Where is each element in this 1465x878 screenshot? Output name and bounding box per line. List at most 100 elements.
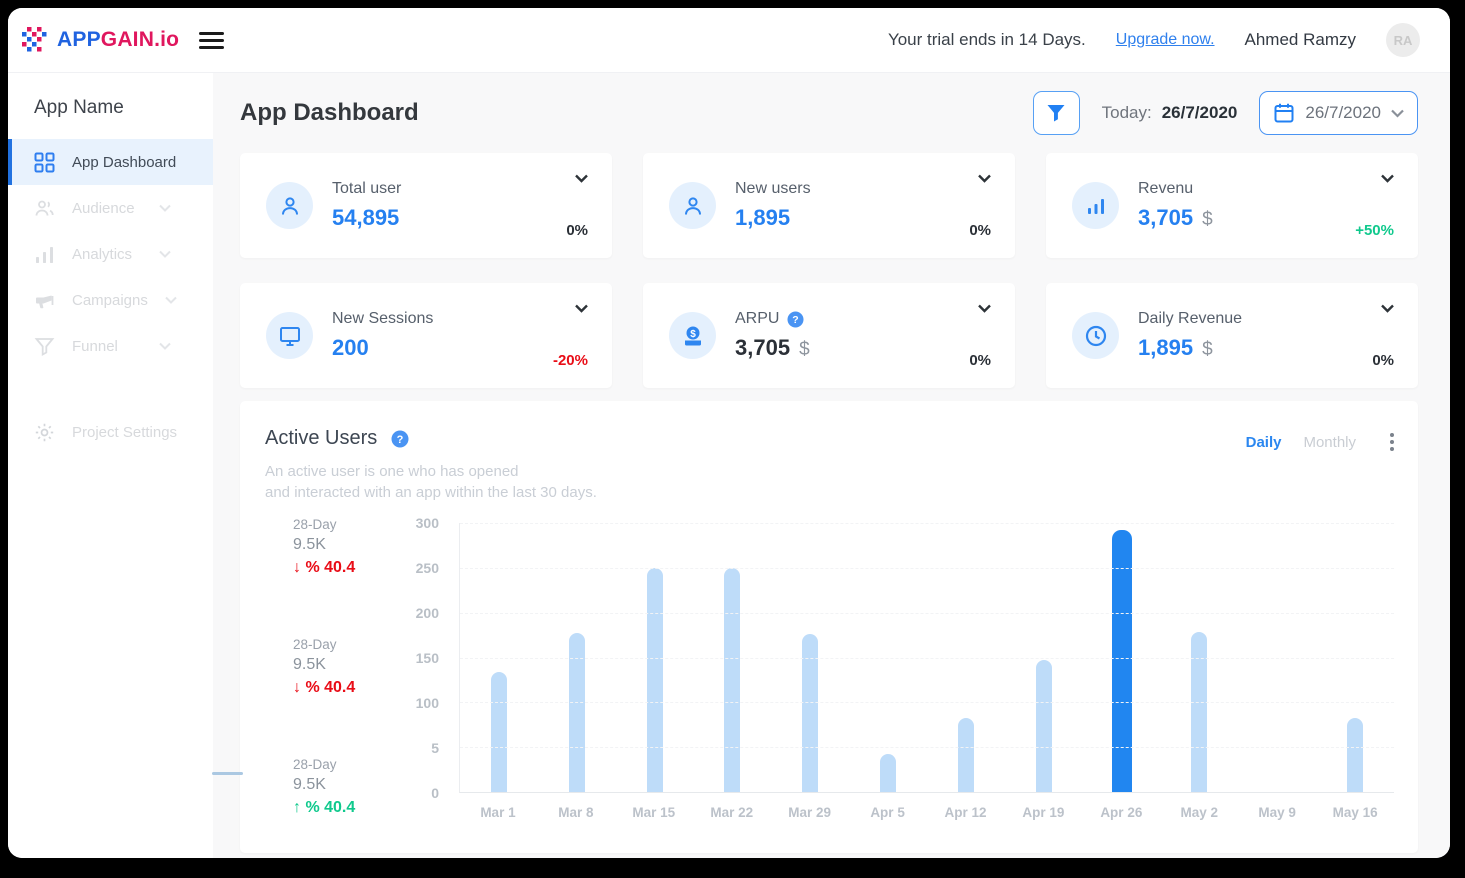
active-users-panel: Active Users ? An active user is one who… xyxy=(240,401,1418,853)
stat-card-arpu: $ ARPU ? 3,705 $ xyxy=(643,283,1015,388)
main-content: App Dashboard Today: 26/7/2020 xyxy=(213,73,1450,858)
chevron-down-icon xyxy=(1391,109,1404,118)
appgain-logo[interactable]: APPGAIN.io xyxy=(22,27,179,53)
active-users-chart: 28-Day 9.5K ↓ % 40.4 28-Day 9.5K ↓ % 40.… xyxy=(265,515,1398,820)
calendar-icon xyxy=(1273,102,1295,124)
gridline xyxy=(460,567,1394,569)
card-label: Total user xyxy=(332,180,402,197)
bar-column[interactable] xyxy=(538,523,616,792)
gridline xyxy=(460,612,1394,614)
stat-block: 28-Day 9.5K ↓ % 40.4 xyxy=(293,637,393,697)
bar-column[interactable] xyxy=(1316,523,1394,792)
stat-card-new-sessions: New Sessions 200 -20% xyxy=(240,283,612,388)
sidebar-item-label: Audience xyxy=(72,199,135,217)
help-icon[interactable]: ? xyxy=(787,311,804,328)
chevron-down-icon[interactable] xyxy=(575,174,588,183)
bar-column[interactable] xyxy=(927,523,1005,792)
card-value: 54,895 xyxy=(332,205,400,230)
card-change: 0% xyxy=(969,222,991,239)
help-icon[interactable]: ? xyxy=(391,430,409,448)
logo-text: APPGAIN.io xyxy=(57,28,180,51)
bar-column[interactable] xyxy=(849,523,927,792)
bar-column[interactable] xyxy=(1160,523,1238,792)
scrollbar-thumb[interactable] xyxy=(212,772,243,775)
date-picker[interactable]: 26/7/2020 xyxy=(1259,91,1418,135)
chevron-down-icon[interactable] xyxy=(575,304,588,313)
sidebar-item-audience[interactable]: Audience xyxy=(8,185,213,231)
card-label: New Sessions xyxy=(332,310,434,327)
chevron-down-icon[interactable] xyxy=(978,304,991,313)
bar-column[interactable] xyxy=(1083,523,1161,792)
analytics-icon xyxy=(34,244,55,265)
panel-description: An active user is one who has opened and… xyxy=(265,463,597,501)
toggle-monthly[interactable]: Monthly xyxy=(1303,433,1356,451)
user-icon xyxy=(669,182,716,229)
filter-button[interactable] xyxy=(1032,91,1080,135)
sidebar-item-project-settings[interactable]: Project Settings xyxy=(8,409,213,455)
gridline xyxy=(460,523,1394,524)
stat-period: 28-Day xyxy=(293,517,337,532)
chevron-down-icon[interactable] xyxy=(1381,174,1394,183)
x-axis-label: Apr 12 xyxy=(944,805,987,820)
x-axis-label: Apr 26 xyxy=(1100,805,1143,820)
gear-icon xyxy=(34,422,55,443)
avatar[interactable]: RA xyxy=(1386,23,1420,57)
bar xyxy=(880,754,897,792)
chevron-down-icon[interactable] xyxy=(1381,304,1394,313)
bar-column[interactable] xyxy=(1005,523,1083,792)
bar-column[interactable] xyxy=(616,523,694,792)
card-label: ARPU xyxy=(735,310,780,327)
currency-symbol: $ xyxy=(799,339,810,360)
y-axis-tick: 200 xyxy=(415,605,439,621)
stat-block: 28-Day 9.5K ↓ % 40.4 xyxy=(293,517,393,577)
bar xyxy=(802,634,819,792)
y-axis-tick: 300 xyxy=(415,515,439,531)
kebab-menu-icon[interactable] xyxy=(1386,431,1398,453)
card-change: 0% xyxy=(1372,352,1394,369)
sidebar-item-label: Project Settings xyxy=(72,423,178,441)
currency-symbol: $ xyxy=(1202,209,1213,230)
bar-column[interactable] xyxy=(771,523,849,792)
toggle-daily[interactable]: Daily xyxy=(1245,433,1282,451)
sidebar-item-campaigns[interactable]: Campaigns xyxy=(8,277,213,323)
filter-funnel-icon xyxy=(1045,102,1067,124)
user-icon xyxy=(266,182,313,229)
dollar-icon: $ xyxy=(669,312,716,359)
bar xyxy=(1111,530,1132,792)
hamburger-menu-icon[interactable] xyxy=(195,28,228,53)
gridline xyxy=(460,702,1394,704)
stat-period: 28-Day xyxy=(293,637,337,652)
bar-column[interactable] xyxy=(460,523,538,792)
currency-symbol: $ xyxy=(1202,339,1213,360)
stat-cards: Total user 54,895 0% xyxy=(240,153,1418,388)
x-axis-label: Mar 22 xyxy=(710,805,754,820)
arrow-down-icon: ↓ xyxy=(293,679,301,696)
sidebar-item-analytics[interactable]: Analytics xyxy=(8,231,213,277)
dashboard-grid-icon xyxy=(34,152,55,173)
stat-card-daily-revenue: Daily Revenue 1,895 $ 0% xyxy=(1046,283,1418,388)
card-value: 3,705 xyxy=(1138,205,1194,230)
card-change: 0% xyxy=(566,222,588,239)
bar xyxy=(957,717,974,792)
funnel-icon xyxy=(34,336,55,357)
bar xyxy=(724,567,741,792)
audience-icon xyxy=(34,198,55,219)
chart-side-stats: 28-Day 9.5K ↓ % 40.4 28-Day 9.5K ↓ % 40.… xyxy=(265,517,393,817)
chevron-down-icon[interactable] xyxy=(978,174,991,183)
card-change: +50% xyxy=(1355,222,1394,239)
stat-block: 28-Day 9.5K ↑ % 40.4 xyxy=(293,757,393,817)
trial-countdown-text: Your trial ends in 14 Days. xyxy=(887,30,1086,49)
sidebar-item-funnel[interactable]: Funnel xyxy=(8,323,213,369)
bar xyxy=(646,567,663,792)
x-axis-label: May 2 xyxy=(1180,805,1219,820)
card-value: 1,895 xyxy=(1138,335,1194,360)
card-label: Revenu xyxy=(1138,180,1194,197)
stat-change: ↓ % 40.4 xyxy=(293,559,356,576)
bar-column[interactable] xyxy=(693,523,771,792)
x-axis-label: Mar 8 xyxy=(558,805,594,820)
upgrade-now-link[interactable]: Upgrade now. xyxy=(1115,31,1215,48)
card-label: Daily Revenue xyxy=(1138,310,1243,327)
card-value: 3,705 xyxy=(735,335,791,360)
stat-card-revenue: Revenu 3,705 $ +50% xyxy=(1046,153,1418,258)
sidebar-item-app-dashboard[interactable]: App Dashboard xyxy=(8,139,213,185)
